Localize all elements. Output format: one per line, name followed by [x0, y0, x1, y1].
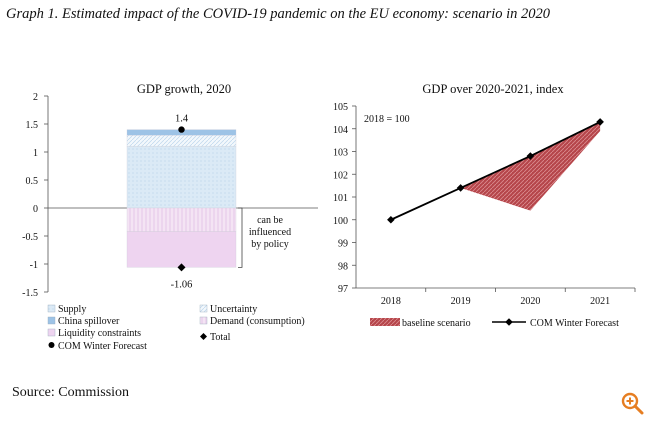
- legend-supply-swatch: [47, 304, 56, 313]
- baseline-scenario-area: [460, 121, 601, 211]
- line-y-tick-label: 102: [333, 170, 348, 181]
- line-chart-title: GDP over 2020-2021, index: [422, 82, 564, 96]
- com-forecast-point: [387, 215, 395, 224]
- line-y-tick-label: 98: [338, 261, 348, 272]
- legend-uncertainty-label: Uncertainty: [210, 304, 257, 315]
- bar-y-tick-label: 0.5: [26, 176, 39, 187]
- policy-bracket: [238, 207, 243, 268]
- bar-segment-liquidity-constraints: [126, 231, 237, 268]
- bar-y-tick-label: -0.5: [22, 232, 38, 243]
- com-forecast-value-label: 1.4: [175, 114, 189, 125]
- legend-com-forecast-label: COM Winter Forecast: [530, 318, 619, 329]
- com-forecast-point: [456, 184, 465, 192]
- line-x-tick-label: 2018: [381, 296, 401, 307]
- policy-annotation-line: by policy: [251, 239, 289, 250]
- legend-supply-label: Supply: [58, 304, 86, 315]
- source-note: Source: Commission: [12, 385, 130, 400]
- line-y-tick-label: 101: [333, 193, 348, 204]
- bar-y-tick-label: 1.5: [26, 120, 39, 131]
- com-forecast-point: [596, 118, 604, 126]
- legend-demand-swatch: [199, 316, 208, 325]
- line-y-tick-label: 99: [338, 239, 348, 250]
- legend-uncertainty-swatch: [199, 304, 208, 313]
- policy-annotation-line: can be: [257, 215, 283, 226]
- line-x-tick-label: 2020: [520, 296, 540, 307]
- line-y-tick-label: 105: [333, 102, 348, 113]
- legend-total-label: Total: [210, 332, 231, 343]
- com-forecast-marker: [178, 126, 185, 133]
- index-base-note: 2018 = 100: [364, 114, 410, 125]
- legend-com-label: COM Winter Forecast: [58, 341, 147, 352]
- page-heading: Graph 1. Estimated impact of the COVID-1…: [6, 6, 551, 22]
- total-value-label: -1.06: [171, 279, 193, 290]
- bar-segment-supply: [126, 146, 237, 209]
- total-marker: [177, 263, 186, 272]
- zoom-in-icon[interactable]: [619, 390, 645, 416]
- legend-com-marker: [505, 318, 513, 326]
- bar-chart-title: GDP growth, 2020: [137, 82, 231, 96]
- line-x-tick-label: 2019: [451, 296, 471, 307]
- legend-china-spillover-label: China spillover: [58, 316, 120, 327]
- com-forecast-point: [526, 152, 535, 160]
- legend-china-spillover-swatch: [47, 316, 56, 325]
- policy-annotation-line: influenced: [249, 227, 291, 238]
- line-y-tick-label: 104: [333, 125, 348, 136]
- bar-segment-demand-consumption: [126, 207, 237, 232]
- bar-y-tick-label: 2: [33, 92, 38, 103]
- legend-demand-label: Demand (consumption): [210, 316, 305, 327]
- legend-liquidity-swatch: [47, 328, 56, 337]
- legend-com-swatch: [48, 342, 55, 348]
- line-y-tick-label: 103: [333, 148, 348, 159]
- line-y-tick-label: 100: [333, 216, 348, 227]
- legend-liquidity-label: Liquidity constraints: [58, 328, 141, 339]
- bar-segment-uncertainty: [126, 135, 237, 147]
- line-y-tick-label: 97: [338, 284, 348, 295]
- bar-y-tick-label: -1: [30, 260, 38, 271]
- bar-y-tick-label: -1.5: [22, 288, 38, 299]
- com-forecast-line: [390, 121, 601, 221]
- legend-total-swatch: [200, 333, 207, 340]
- line-x-tick-label: 2021: [590, 296, 610, 307]
- legend-baseline-label: baseline scenario: [402, 318, 471, 329]
- bar-y-tick-label: 0: [33, 204, 38, 215]
- bar-y-tick-label: 1: [33, 148, 38, 159]
- legend-baseline-swatch: [370, 318, 400, 326]
